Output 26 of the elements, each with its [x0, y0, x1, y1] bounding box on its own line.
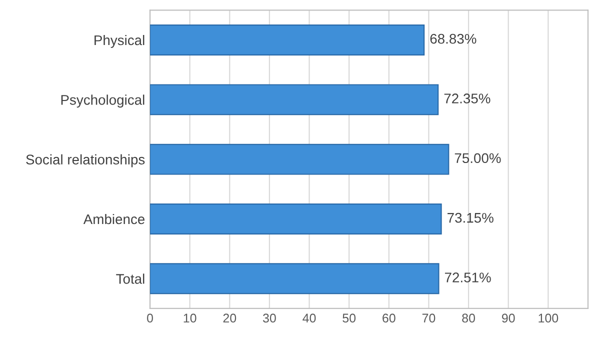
x-tick-label: 80	[462, 314, 476, 323]
x-tick-label: 100	[538, 314, 558, 323]
y-tick-label: Physical	[94, 34, 144, 48]
data-label: 75.00%	[454, 153, 501, 164]
data-label: 73.15%	[448, 212, 494, 223]
data-label: 72.51%	[444, 272, 491, 282]
x-tick-label: 0	[147, 314, 153, 323]
x-tick-label: 50	[342, 314, 356, 323]
x-tick-label: 70	[422, 314, 436, 323]
bar	[150, 204, 442, 234]
x-tick-label: 30	[262, 314, 276, 323]
y-tick-label: Social relationships	[26, 154, 145, 168]
bar	[150, 144, 450, 175]
y-tick-label: Ambience	[83, 214, 145, 224]
y-tick-label: Total	[116, 274, 144, 284]
data-label: 72.35%	[444, 94, 490, 104]
x-tick-label: 20	[223, 314, 236, 323]
bar	[150, 263, 440, 294]
x-tick-label: 60	[382, 314, 396, 323]
x-tick-label: 40	[302, 314, 316, 323]
bar	[150, 24, 425, 56]
x-tick-label: 10	[184, 314, 196, 323]
y-tick-label: Psychological	[61, 94, 144, 108]
bar	[150, 84, 439, 116]
data-label: 68.83%	[430, 34, 476, 44]
x-tick-label: 90	[502, 314, 515, 323]
